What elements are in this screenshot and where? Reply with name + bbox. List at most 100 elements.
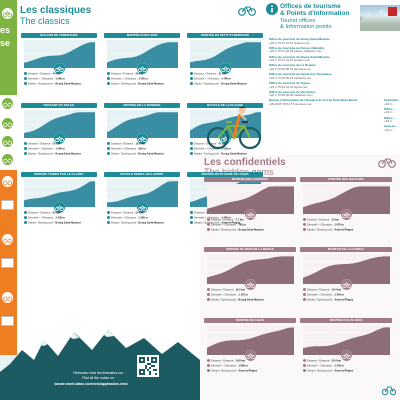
office-contact[interactable]: +33 4… — [384, 110, 395, 115]
route-header-bar: MONTÉE D'ALPE BIOS — [300, 318, 392, 323]
office-contact[interactable]: +33 4 79 40 04 40 tignes.net — [269, 84, 308, 89]
route-stats: Distance / Distance : 41 km Dénivelé + / … — [190, 142, 261, 157]
stat-label: Distance / Distance : — [307, 288, 331, 292]
elevation-area — [207, 327, 294, 355]
elevation-chart — [107, 181, 178, 207]
bike-icon — [245, 209, 256, 220]
savoie-logo — [388, 7, 397, 16]
route-name: VERSANT DU SOLEIL — [43, 102, 75, 107]
stat-label: Dénivelé + / Elevation : — [28, 147, 55, 151]
stat-label: Dénivelé + / Elevation : — [194, 147, 221, 151]
bike-icon — [382, 386, 396, 396]
stat-value: Bourg-Saint-Maurice — [138, 221, 164, 225]
bike-icon — [378, 158, 396, 168]
elevation-chart — [24, 181, 95, 207]
office-contact[interactable]: +33 4 79 07 12 57 lesarcs.com — [269, 40, 311, 45]
bike-icon — [2, 98, 13, 109]
office-entry: Office… +33 4… — [384, 117, 400, 124]
office-entry: Office de tourisme de La Rosière +33 4 79… — [269, 64, 357, 71]
route-name: BALCON DE TARENTAISE — [40, 32, 78, 37]
elevation-area — [24, 42, 95, 68]
stat-value: Bourg-Saint-Maurice — [221, 152, 247, 156]
elevation-chart — [303, 327, 390, 355]
stat-bullet — [107, 81, 110, 85]
route-header-bar: MONTÉE DE LA GURRAZ — [300, 247, 392, 252]
stat-bullet — [24, 72, 27, 75]
route-name: MONTÉE D'ARC 2000 — [126, 32, 158, 37]
classics-title: Les classiques — [20, 5, 92, 16]
stat-value: 10.4 km — [331, 288, 342, 292]
route-card: MONTÉE DU BOIS DE LA BERGE Distance / Dis… — [204, 247, 296, 313]
stat-value: 16.5 km — [235, 288, 246, 292]
route-header-bar: MONTÉE D'ARC 2000 — [104, 33, 180, 38]
stat-value: 1 440 m — [221, 77, 231, 81]
office-entry: Aime-la… +33 4… — [384, 125, 400, 132]
route-card: BOUCLE PEISEY-VALLANDRY Distance / Distan… — [104, 172, 180, 238]
stat-bullet — [207, 297, 210, 301]
office-contact[interactable]: +33 4 79 06 06 60 valdisere.com — [269, 93, 313, 98]
stat-value: Bourg-Saint-Maurice — [55, 82, 81, 86]
office-contact[interactable]: +33 4 79 07 12 57 lesarcs.com — [269, 58, 311, 63]
bike-icon — [2, 136, 13, 147]
bike-icon — [341, 350, 352, 361]
elevation-profile — [107, 179, 178, 207]
office-contact[interactable]: +33 4… — [384, 127, 395, 132]
info-icon — [266, 3, 278, 15]
stat-bullet — [190, 146, 193, 150]
route-name: MONTÉE DES CHAPIEUX — [231, 176, 269, 181]
stat-label: Départ / Starting point : — [111, 221, 138, 225]
stat-value: 20.4 km — [331, 359, 342, 363]
stat-value: Aime-la-Plagne — [334, 228, 354, 232]
office-contact[interactable]: +33 4 79 06 80 51 larosiere.net — [269, 66, 311, 71]
stat-value: Aime-la-Plagne — [221, 221, 241, 225]
route-card: MONTÉE DE LA GURRAZ Distance / Distance :… — [300, 247, 392, 313]
stat-bullet — [24, 151, 27, 155]
stat-value: 50 km — [135, 211, 143, 215]
qr-code[interactable] — [137, 355, 159, 377]
stat-distance: Distance / Distance : 26 km — [107, 72, 178, 77]
stat-value: Bourg-Saint-Maurice — [55, 152, 81, 156]
office-contact[interactable]: +33 4 79 06 95 19 saintefoy.net — [269, 75, 311, 80]
stat-label: Distance / Distance : — [194, 142, 218, 146]
stat-label: Départ / Starting point : — [194, 82, 221, 86]
stat-elevation: Dénivelé + / Elevation : 1 420 m — [107, 76, 178, 82]
stat-label: Départ / Starting point : — [211, 369, 238, 373]
footer-url: savoie-mont-blanc.com/velo/application-v… — [54, 382, 128, 386]
route-card: BOUCLE DE LA PLAGNE Distance / Distance :… — [187, 103, 263, 169]
stat-label: Distance / Distance : — [111, 72, 135, 76]
bike-icon — [137, 133, 148, 144]
route-stats: Distance / Distance : 50 km Dénivelé + / … — [24, 142, 95, 157]
stat-label: Dénivelé + / Elevation : — [28, 77, 55, 81]
office-contact[interactable]: +33 4… — [384, 119, 395, 124]
route-card: MONTÉE DES BAUCHES Distance / Distance : … — [300, 177, 392, 243]
route-name: MONTÉE DE LA ROSIÈRE — [123, 102, 161, 107]
stat-label: Départ / Starting point : — [307, 228, 334, 232]
office-contact[interactable]: +39 0165 78 51 57 larosiere.net — [269, 102, 312, 107]
route-header-bar: MONTÉE DE CHAIS — [204, 318, 296, 323]
stat-label: Distance / Distance : — [111, 142, 135, 146]
left-strip: es se — [0, 0, 17, 400]
stat-label: Départ / Starting point : — [307, 298, 334, 302]
offices-list-main: Office de tourisme de Bourg-Saint-Mauric… — [269, 38, 357, 108]
stat-value: Bourg-Saint-Maurice — [138, 152, 164, 156]
route-name: MONTÉE DE PLAGNE VILLAGES — [201, 171, 249, 176]
route-name: MONTÉE DES BAUCHES — [328, 176, 364, 181]
stat-bullet — [190, 76, 193, 80]
stat-label: Dénivelé + / Elevation : — [111, 216, 138, 220]
offices-title-fr-2: & Points d'information — [280, 10, 350, 17]
stat-bullet — [107, 72, 110, 75]
stat-elevation: Dénivelé + / Elevation : 1 340 m — [303, 292, 390, 298]
left-partial-word-2: se — [0, 38, 11, 48]
office-name: Bureau d'information de l'Hospice du Col… — [269, 99, 357, 103]
office-contact[interactable]: +33 4… — [384, 101, 395, 106]
stat-start: Départ / Starting point : Aime-la-Plagne — [190, 220, 261, 226]
footer-line-1: Retrouvez tous les itinéraires sur : — [73, 371, 125, 375]
office-entry: Office… +33 4… — [384, 108, 400, 115]
bike-icon — [54, 133, 65, 144]
offices-title-en-2: & Information points — [280, 24, 332, 30]
office-contact[interactable]: +33 4 79 07 94 28 peisey-vallandry.com — [269, 49, 323, 54]
route-header-bar: MONTÉE TIGNES PAR LE CLARET — [21, 172, 97, 177]
stat-label: Distance / Distance : — [211, 288, 235, 292]
stat-distance: Distance / Distance : 16.5 km — [207, 288, 294, 293]
confidentials-title: Les confidentiels — [204, 157, 286, 168]
